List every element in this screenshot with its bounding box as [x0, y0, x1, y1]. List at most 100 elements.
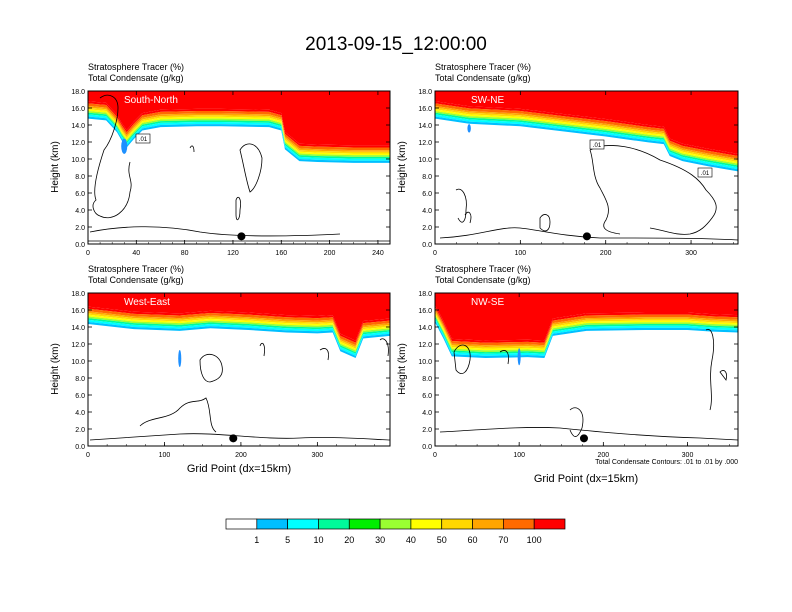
x-tick-label: 0 [433, 250, 437, 257]
tracer-blob [121, 138, 128, 154]
tracer-band [88, 318, 390, 354]
y-tick-label: 4.0 [422, 208, 432, 215]
tracer-band [88, 101, 390, 148]
tracer-band [88, 316, 390, 353]
contour-label-box [697, 167, 713, 178]
panel-contour-label: Total Condensate (g/kg) [88, 73, 184, 83]
tracer-band [435, 103, 738, 159]
y-tick-label: 16.0 [71, 308, 85, 315]
tracer-band [435, 112, 738, 168]
y-tick-label: 18.0 [71, 291, 85, 298]
stratosphere-region [435, 293, 738, 341]
y-tick-label: 0.0 [75, 444, 85, 451]
x-tick-label: 200 [597, 452, 609, 459]
tracer-band [88, 112, 390, 159]
tracer-band [88, 308, 390, 346]
colorbar: 1 5 10 20 30 40 50 60 70 100 [225, 518, 566, 545]
tracer-band [435, 304, 738, 343]
panel-title: South-North [124, 95, 178, 106]
colorbar-label: 100 [527, 535, 542, 545]
panel-field-label: Stratosphere Tracer (%) [435, 264, 531, 274]
y-tick-label: 10.0 [418, 359, 432, 366]
panel-y-axis-label: Height (km) [397, 141, 408, 193]
x-tick-label: 100 [513, 452, 525, 459]
panel-y-axis-label: Height (km) [50, 343, 61, 395]
plot-area [435, 91, 738, 244]
colorbar-swatch [348, 518, 381, 530]
y-tick-label: 18.0 [418, 291, 432, 298]
y-tick-label: 18.0 [71, 89, 85, 96]
condensate-contour [319, 348, 329, 361]
condensate-contour [89, 226, 341, 237]
x-tick-label: 300 [685, 250, 697, 257]
y-tick-label: 18.0 [418, 89, 432, 96]
tracer-band [88, 314, 390, 351]
colorbar-swatch [472, 518, 504, 530]
condensate-contour [589, 149, 621, 235]
y-tick-label: 0.0 [422, 242, 432, 249]
condensate-contour [464, 211, 472, 224]
panel-y-axis-label: Height (km) [50, 141, 61, 193]
condensate-contour [379, 338, 389, 357]
tracer-band [88, 321, 390, 359]
panel-title: SW-NE [471, 95, 504, 106]
x-axis-label: Grid Point (dx=15km) [187, 463, 291, 475]
x-tick-label: 0 [433, 452, 437, 459]
y-tick-label: 10.0 [71, 359, 85, 366]
plot-area [435, 293, 738, 446]
panel-title: NW-SE [471, 297, 504, 308]
y-tick-label: 12.0 [418, 342, 432, 349]
y-tick-label: 6.0 [75, 191, 85, 198]
panel-west-east: Stratosphere Tracer (%) Total Condensate… [50, 264, 391, 475]
colorbar-swatch [318, 518, 350, 530]
panel-field-label: Stratosphere Tracer (%) [435, 62, 531, 72]
tracer-band [88, 105, 390, 152]
y-tick-label: 4.0 [75, 208, 85, 215]
x-tick-label: 120 [227, 250, 239, 257]
colorbar-label: 10 [313, 535, 323, 545]
plot-area [88, 91, 390, 244]
colorbar-swatch [533, 518, 566, 530]
y-tick-label: 0.0 [75, 242, 85, 249]
colorbar-swatch [410, 518, 443, 530]
y-tick-label: 4.0 [75, 410, 85, 417]
colorbar-label: 70 [498, 535, 508, 545]
x-tick-label: 200 [235, 452, 247, 459]
colorbar-label: 30 [375, 535, 385, 545]
tracer-band [88, 312, 390, 349]
location-marker [229, 434, 238, 443]
location-marker [237, 232, 246, 241]
contour-label: .01 [701, 171, 710, 177]
y-tick-label: 12.0 [71, 140, 85, 147]
tracer-band [88, 319, 390, 356]
stratosphere-region [88, 293, 390, 341]
tracer-band [435, 107, 738, 162]
tracer-band [435, 114, 738, 170]
x-tick-label: 40 [132, 250, 140, 257]
y-tick-label: 6.0 [422, 393, 432, 400]
x-tick-label: 240 [372, 250, 384, 257]
y-tick-label: 16.0 [418, 308, 432, 315]
panel-contour-label: Total Condensate (g/kg) [435, 275, 531, 285]
tracer-band [435, 109, 738, 164]
colorbar-label: 1 [254, 535, 259, 545]
panel-title: West-East [124, 297, 170, 308]
y-tick-label: 2.0 [75, 225, 85, 232]
tracer-blob [178, 349, 182, 367]
y-tick-label: 0.0 [422, 444, 432, 451]
condensate-contour [199, 353, 223, 383]
y-tick-label: 8.0 [422, 174, 432, 181]
x-tick-label: 300 [312, 452, 324, 459]
tracer-band [88, 311, 390, 347]
x-tick-label: 80 [181, 250, 189, 257]
y-tick-label: 8.0 [422, 376, 432, 383]
y-tick-label: 16.0 [418, 106, 432, 113]
x-tick-label: 200 [600, 250, 612, 257]
condensate-contour [139, 397, 217, 433]
colorbar-swatch [379, 518, 412, 530]
x-tick-label: 0 [86, 452, 90, 459]
y-tick-label: 2.0 [422, 427, 432, 434]
tracer-band [88, 306, 390, 343]
panel-nw-se: Stratosphere Tracer (%) Total Condensate… [397, 264, 739, 485]
